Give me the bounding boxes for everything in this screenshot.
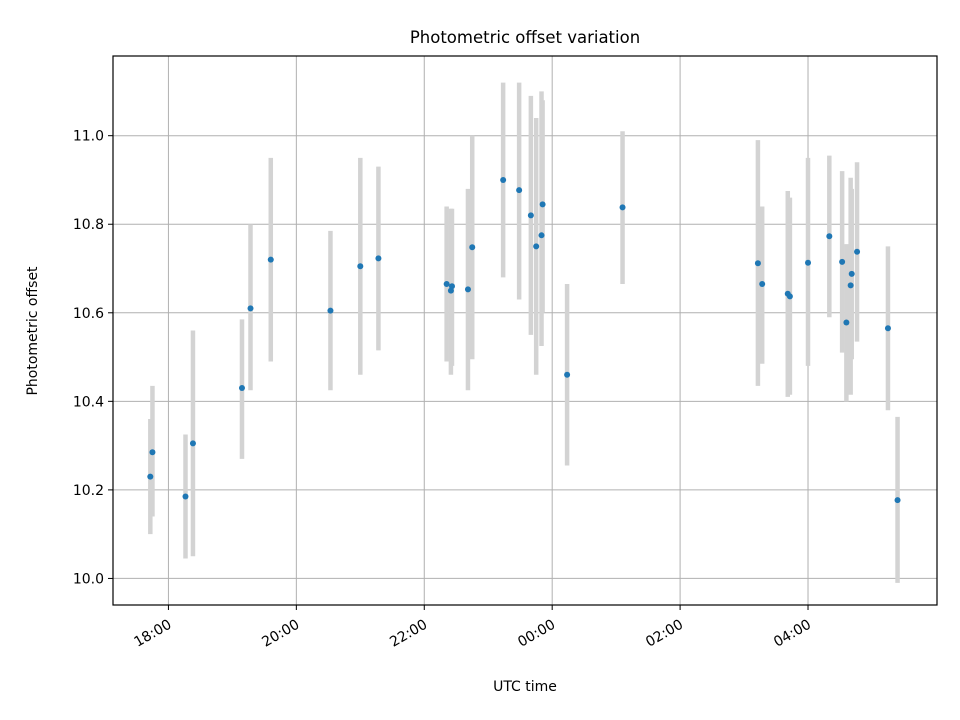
data-point [147,473,154,480]
data-point [759,281,766,288]
data-point [538,232,545,239]
data-point [884,325,891,332]
data-points [147,176,901,504]
y-tick-label: 10.0 [73,571,104,587]
data-point [469,244,476,251]
data-point [894,497,901,504]
y-axis-label: Photometric offset [25,266,41,396]
data-point [247,305,254,312]
data-point [826,233,833,240]
data-point [847,282,854,289]
y-tick-label: 10.6 [73,306,104,322]
data-point [564,371,571,378]
data-point [786,293,793,300]
data-point [539,201,546,208]
data-point [848,270,855,277]
data-point [533,243,540,250]
data-point [357,263,364,270]
data-point [516,187,523,194]
data-point [754,260,761,267]
y-tick-label: 10.2 [73,483,104,499]
data-point [448,283,455,290]
data-point [238,385,245,392]
data-point [327,307,334,314]
data-point [189,440,196,447]
data-point [464,286,471,293]
data-point [500,176,507,183]
y-tick-label: 10.4 [73,394,104,410]
data-point [854,248,861,255]
data-point [443,281,450,288]
y-tick-label: 10.8 [73,217,104,233]
data-point [619,204,626,211]
x-axis-label: UTC time [493,679,557,695]
data-point [375,255,382,262]
data-point [149,449,156,456]
chart-title: Photometric offset variation [410,28,640,47]
data-point [267,256,274,263]
data-point [843,319,850,326]
data-point [182,493,189,500]
axis-ticks: 18:00 20:00 22:00 00:00 02:00 04:0010.010.210… [73,129,814,651]
plot-area-frame [112,55,938,606]
y-tick-label: 11.0 [73,129,104,145]
data-point [527,212,534,219]
data-point [839,258,846,265]
data-point [805,259,812,266]
